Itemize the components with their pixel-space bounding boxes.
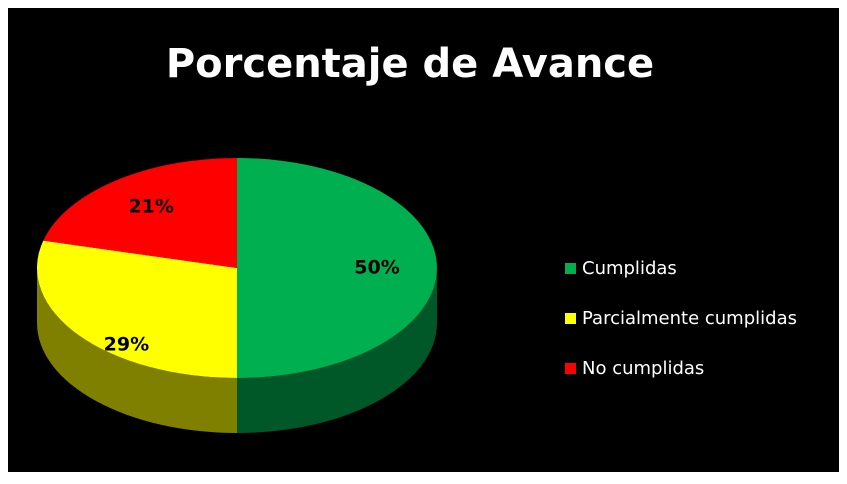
legend-swatch <box>565 263 576 274</box>
value-label: 29% <box>104 334 149 356</box>
slice <box>237 158 437 378</box>
legend-label: Cumplidas <box>582 258 677 279</box>
legend-label: Parcialmente cumplidas <box>582 308 797 329</box>
legend-label: No cumplidas <box>582 358 704 379</box>
value-label: 50% <box>354 257 399 279</box>
slice-side <box>237 268 437 433</box>
legend-swatch <box>565 363 576 374</box>
slice-side <box>37 268 237 433</box>
value-label: 21% <box>128 196 173 218</box>
slice <box>43 158 237 268</box>
chart-title: Porcentaje de Avance <box>166 41 654 87</box>
slice <box>37 240 237 378</box>
legend-swatch <box>565 313 576 324</box>
